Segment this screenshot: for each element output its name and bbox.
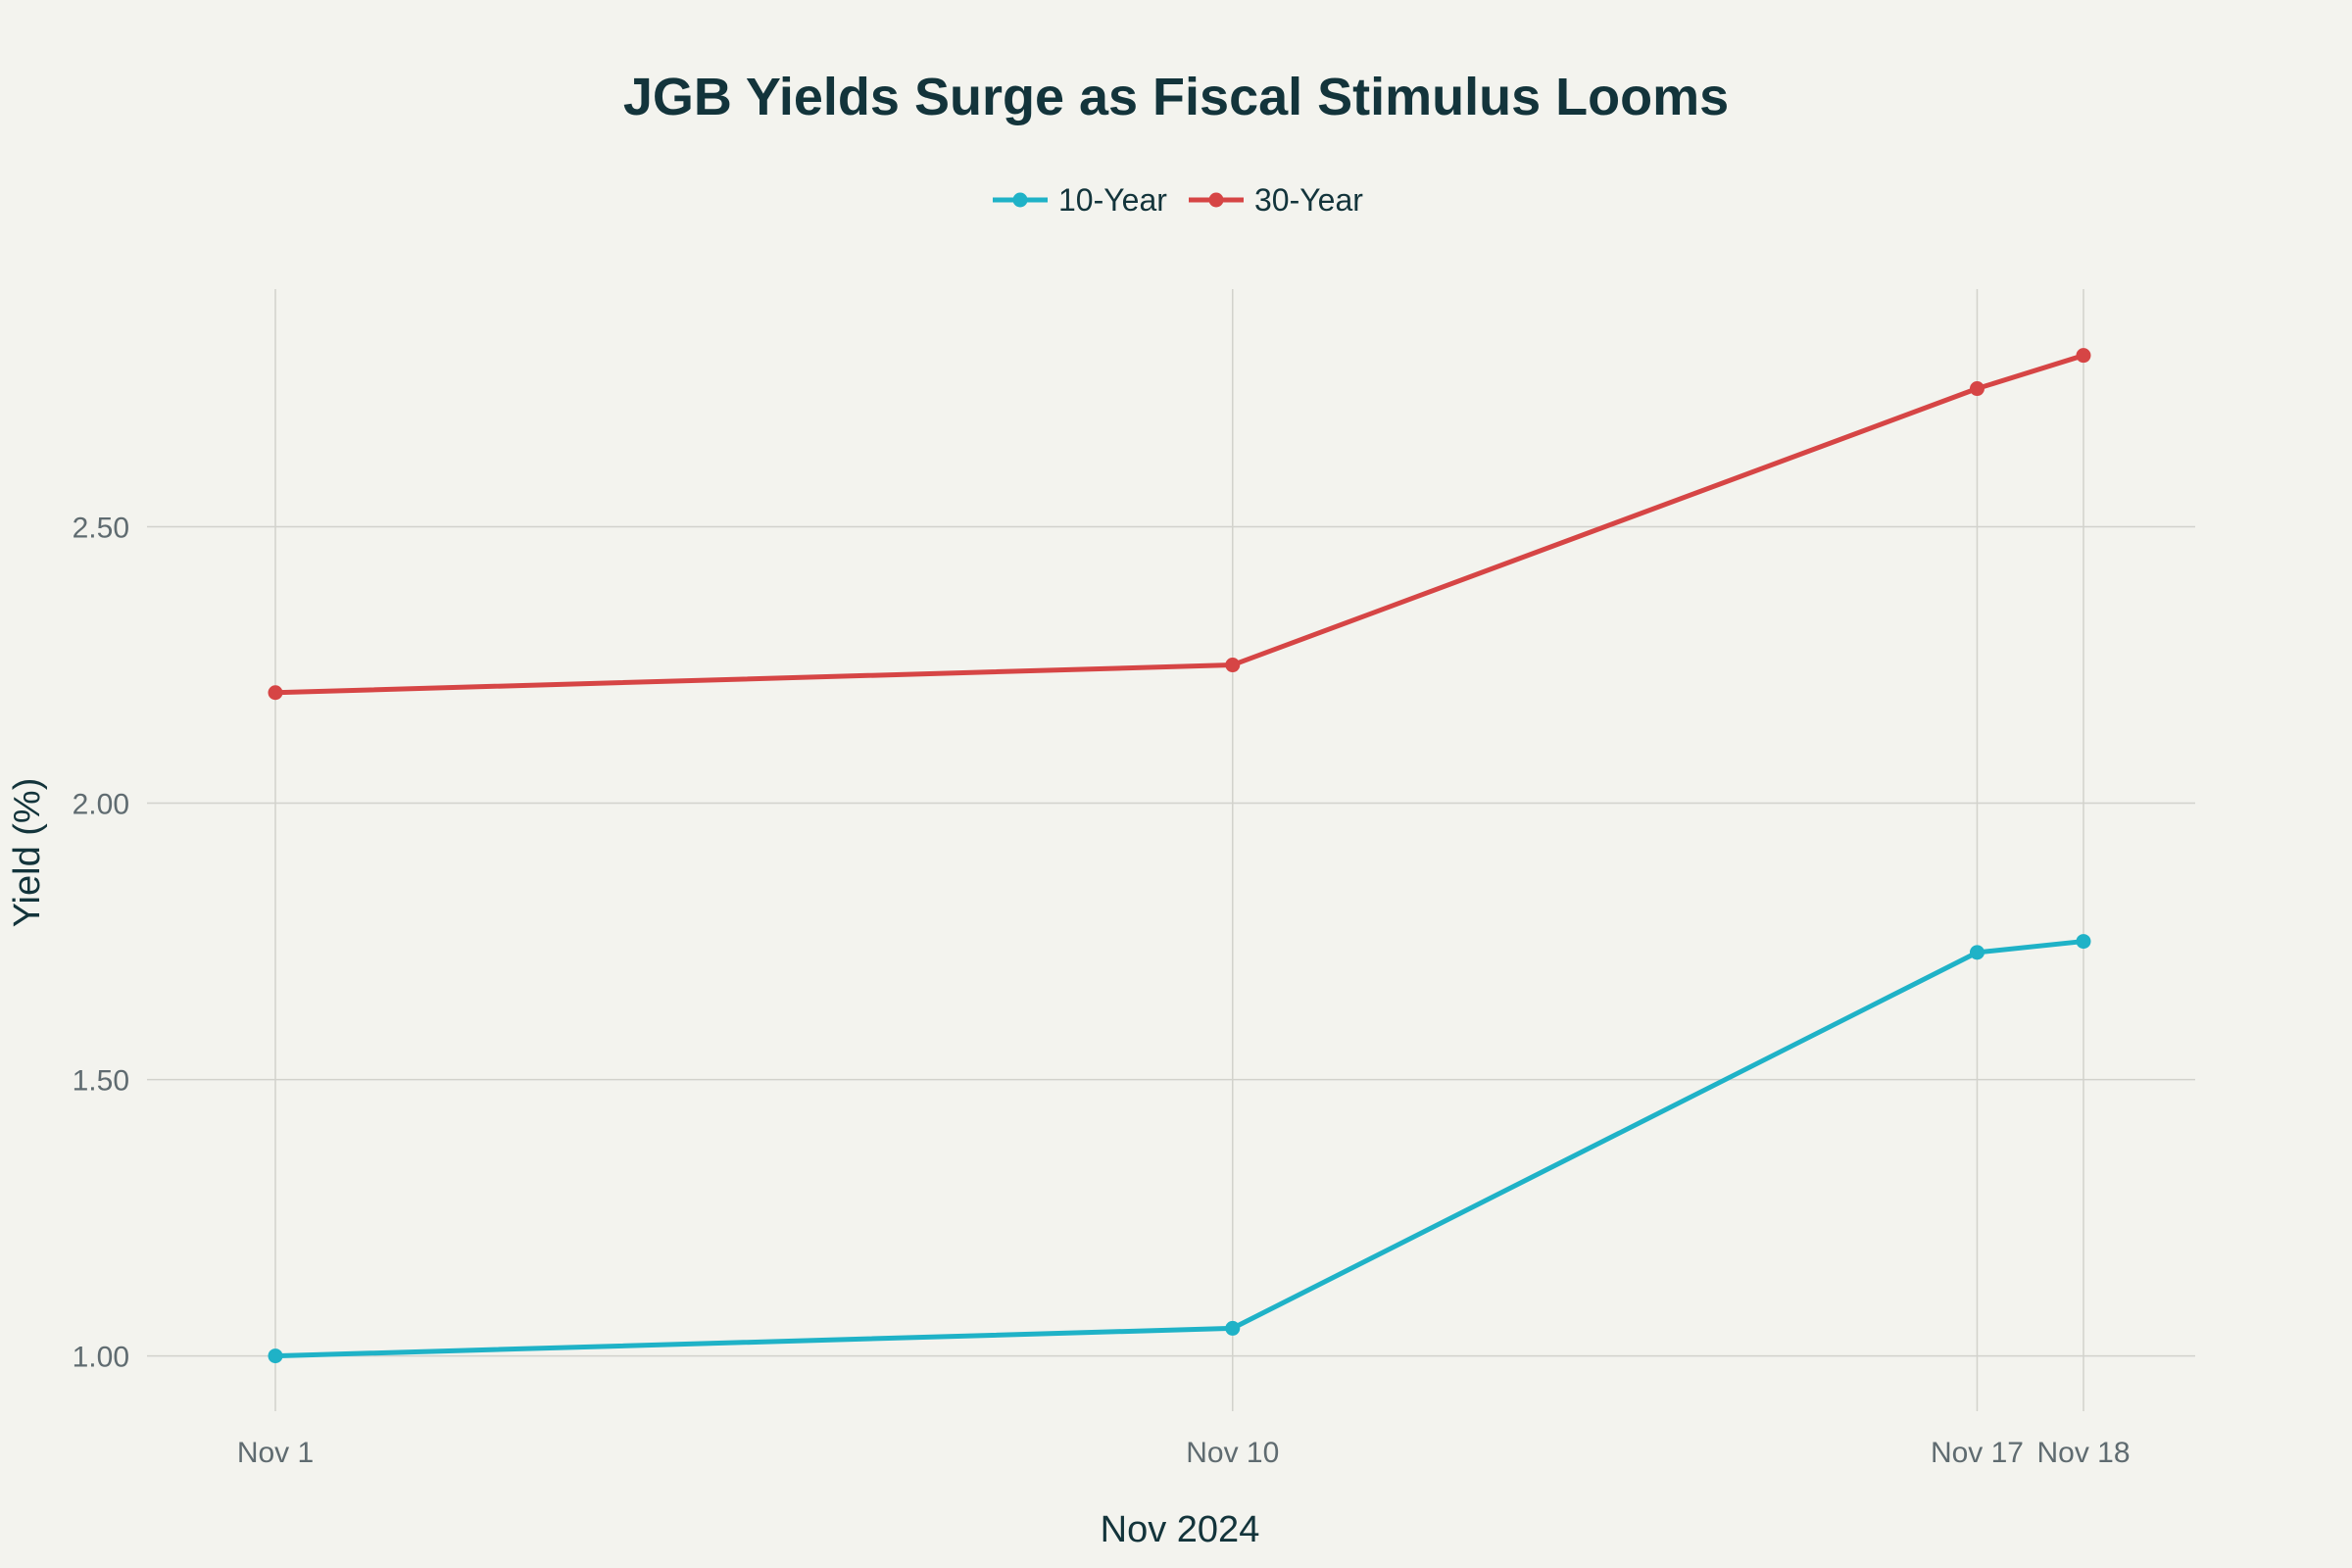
data-point[interactable] bbox=[1225, 658, 1241, 673]
x-tick-label: Nov 10 bbox=[1186, 1437, 1279, 1469]
data-point[interactable] bbox=[1225, 1320, 1241, 1336]
x-axis-title: Nov 2024 bbox=[1101, 1509, 1260, 1550]
data-point[interactable] bbox=[2076, 934, 2091, 950]
y-tick-label: 2.00 bbox=[73, 789, 129, 821]
legend-swatch-marker bbox=[1012, 192, 1028, 208]
x-tick-label: Nov 17 bbox=[1931, 1437, 2024, 1469]
y-axis-title: Yield (%) bbox=[7, 778, 48, 928]
y-tick-label: 1.00 bbox=[73, 1342, 129, 1374]
legend-item[interactable]: 30-Year bbox=[1189, 182, 1363, 218]
data-point[interactable] bbox=[268, 685, 283, 701]
legend-swatch-marker bbox=[1208, 192, 1224, 208]
data-point[interactable] bbox=[268, 1348, 283, 1364]
legend: 10-Year 30-Year bbox=[993, 182, 1363, 218]
data-point[interactable] bbox=[2076, 348, 2091, 364]
series-30-year bbox=[268, 348, 2091, 701]
data-point[interactable] bbox=[1969, 381, 1984, 397]
y-tick-label: 1.50 bbox=[73, 1065, 129, 1098]
series-line bbox=[272, 939, 2086, 1359]
legend-label: 10-Year bbox=[1058, 182, 1167, 218]
chart-title: JGB Yields Surge as Fiscal Stimulus Loom… bbox=[623, 68, 1729, 126]
x-tick-label: Nov 1 bbox=[237, 1437, 314, 1469]
gridlines bbox=[147, 289, 2195, 1411]
series-10-year bbox=[268, 934, 2091, 1364]
series-layer bbox=[268, 348, 2091, 1364]
legend-label: 30-Year bbox=[1254, 182, 1363, 218]
x-tick-label: Nov 18 bbox=[2036, 1437, 2130, 1469]
series-line bbox=[272, 353, 2086, 696]
y-tick-label: 2.50 bbox=[73, 513, 129, 545]
tick-labels: Nov 1 Nov 10 Nov 17 Nov 18 1.00 1.50 2.00 2.50 bbox=[73, 513, 2131, 1469]
data-point[interactable] bbox=[1969, 945, 1984, 960]
legend-item[interactable]: 10-Year bbox=[993, 182, 1167, 218]
